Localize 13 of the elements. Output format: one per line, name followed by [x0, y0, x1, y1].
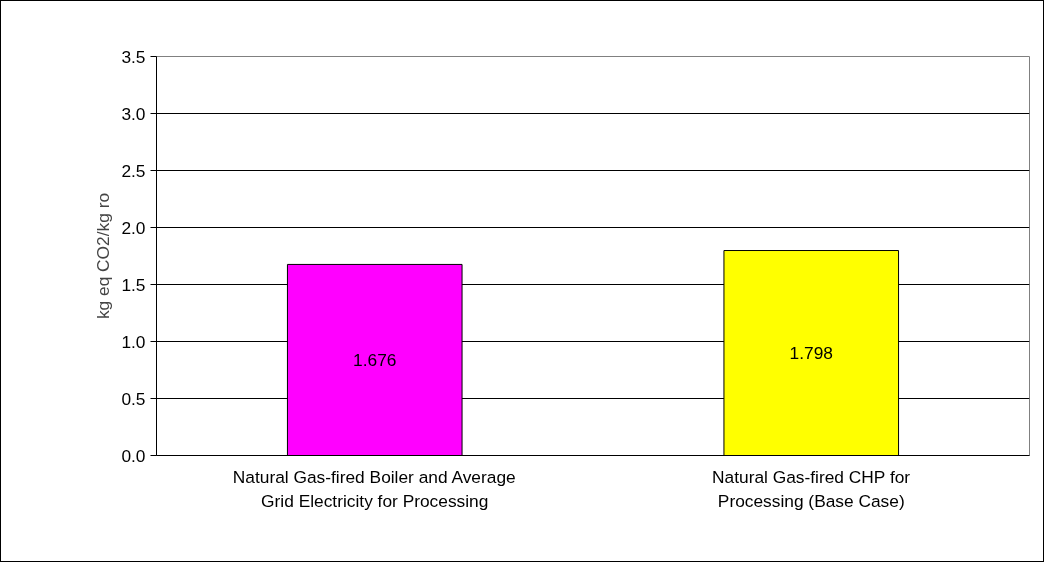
y-tick-label: 1.0 — [121, 331, 146, 352]
y-tick-label: 2.0 — [121, 217, 146, 238]
y-axis-title: kg eq CO2/kg ro — [93, 192, 114, 320]
y-tick-label: 2.5 — [121, 160, 146, 181]
y-tick-label: 0.5 — [121, 388, 146, 409]
y-tick-label: 3.5 — [121, 46, 146, 67]
data-label: 1.676 — [353, 349, 397, 370]
y-tick-label: 1.5 — [121, 274, 146, 295]
x-tick-label: Natural Gas-fired Boiler and Average Grid Electricity for Processing — [232, 466, 516, 511]
x-tick-label: Natural Gas-fired CHP for Processing (Base Case) — [712, 466, 911, 511]
data-label: 1.798 — [789, 343, 833, 364]
y-tick-label: 0.0 — [121, 445, 146, 466]
y-tick-label: 3.0 — [121, 103, 146, 124]
